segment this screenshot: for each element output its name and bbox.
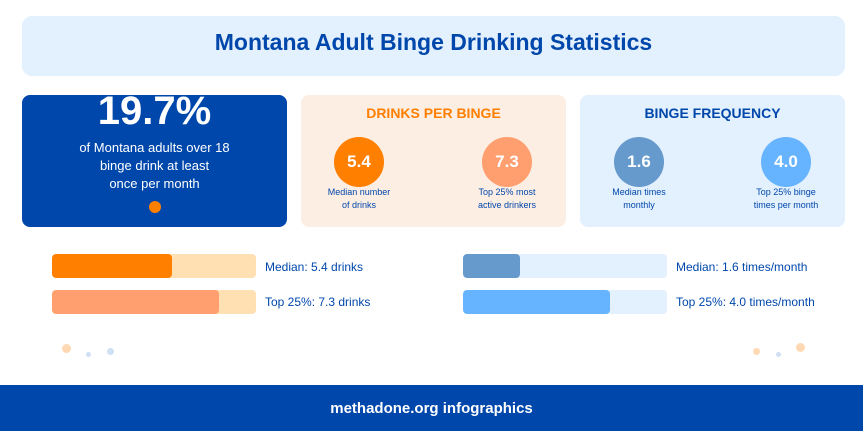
decorative-dot xyxy=(796,343,805,352)
frequency-heading: BINGE FREQUENCY xyxy=(644,105,781,121)
stat-label: Top 25% most xyxy=(478,187,536,197)
progress-fill xyxy=(52,290,220,314)
progress-fill xyxy=(463,254,521,278)
decorative-dot xyxy=(62,344,71,353)
stat-circle: 7.3 xyxy=(482,137,532,187)
drinks-top-stat: 7.3 Top 25% most active drinkers xyxy=(452,137,562,212)
stat-circle: 5.4 xyxy=(334,137,384,187)
bar-label: Median: 1.6 times/month xyxy=(676,260,808,274)
decorative-dot xyxy=(86,352,91,357)
frequency-top-stat: 4.0 Top 25% binge times per month xyxy=(731,137,841,212)
bar-label: Top 25%: 7.3 drinks xyxy=(265,295,371,309)
frequency-card: BINGE FREQUENCY 1.6 Median times monthly … xyxy=(580,95,845,227)
footer-text: methadone.org infographics xyxy=(330,399,533,417)
stat-label: Median times xyxy=(612,187,666,197)
bar-label: Median: 5.4 drinks xyxy=(265,260,364,274)
highlight-description: of Montana adults over 18 binge drink at… xyxy=(22,139,287,193)
decorative-dot xyxy=(107,348,114,355)
progress-bar xyxy=(52,290,256,314)
accent-dot xyxy=(148,201,161,213)
decorative-dot xyxy=(776,352,781,357)
title-banner: Montana Adult Binge Drinking Statistics xyxy=(22,16,845,76)
stat-label: Top 25% binge xyxy=(756,187,816,197)
bar-label: Top 25%: 4.0 times/month xyxy=(676,295,815,309)
progress-fill xyxy=(52,254,173,278)
frequency-median-stat: 1.6 Median times monthly xyxy=(584,137,694,212)
drinks-card: DRINKS PER BINGE 5.4 Median number of dri… xyxy=(301,95,566,227)
desc-line: of Montana adults over 18 xyxy=(79,140,230,155)
footer: methadone.org infographics xyxy=(0,385,863,431)
drinks-heading: DRINKS PER BINGE xyxy=(366,105,501,121)
progress-bar xyxy=(52,254,256,278)
stat-label: of drinks xyxy=(341,200,376,210)
desc-line: once per month xyxy=(109,176,200,191)
stat-label: active drinkers xyxy=(477,200,537,210)
desc-line: binge drink at least xyxy=(99,158,210,173)
stat-label: times per month xyxy=(753,200,819,210)
drinks-median-stat: 5.4 Median number of drinks xyxy=(304,137,414,212)
stat-label: Median number xyxy=(327,187,391,197)
page-title: Montana Adult Binge Drinking Statistics xyxy=(214,28,653,55)
decorative-dot xyxy=(753,348,760,355)
progress-bar xyxy=(463,290,667,314)
highlight-card: 19.7% of Montana adults over 18 binge dr… xyxy=(22,91,287,227)
stat-label: monthly xyxy=(623,200,655,210)
stat-circle: 1.6 xyxy=(614,137,664,187)
progress-bar xyxy=(463,254,667,278)
stat-circle: 4.0 xyxy=(761,137,811,187)
progress-fill xyxy=(463,290,610,314)
highlight-value: 19.7% xyxy=(97,89,212,133)
